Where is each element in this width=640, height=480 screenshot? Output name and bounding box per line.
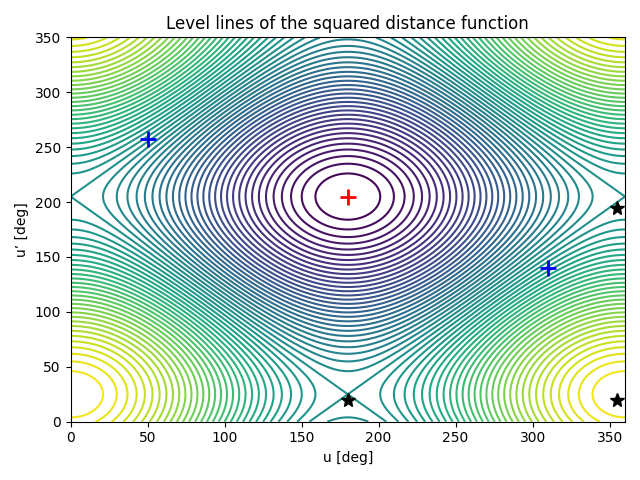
X-axis label: u [deg]: u [deg] <box>323 451 373 465</box>
Title: Level lines of the squared distance function: Level lines of the squared distance func… <box>166 15 529 33</box>
Y-axis label: u’ [deg]: u’ [deg] <box>15 202 29 257</box>
